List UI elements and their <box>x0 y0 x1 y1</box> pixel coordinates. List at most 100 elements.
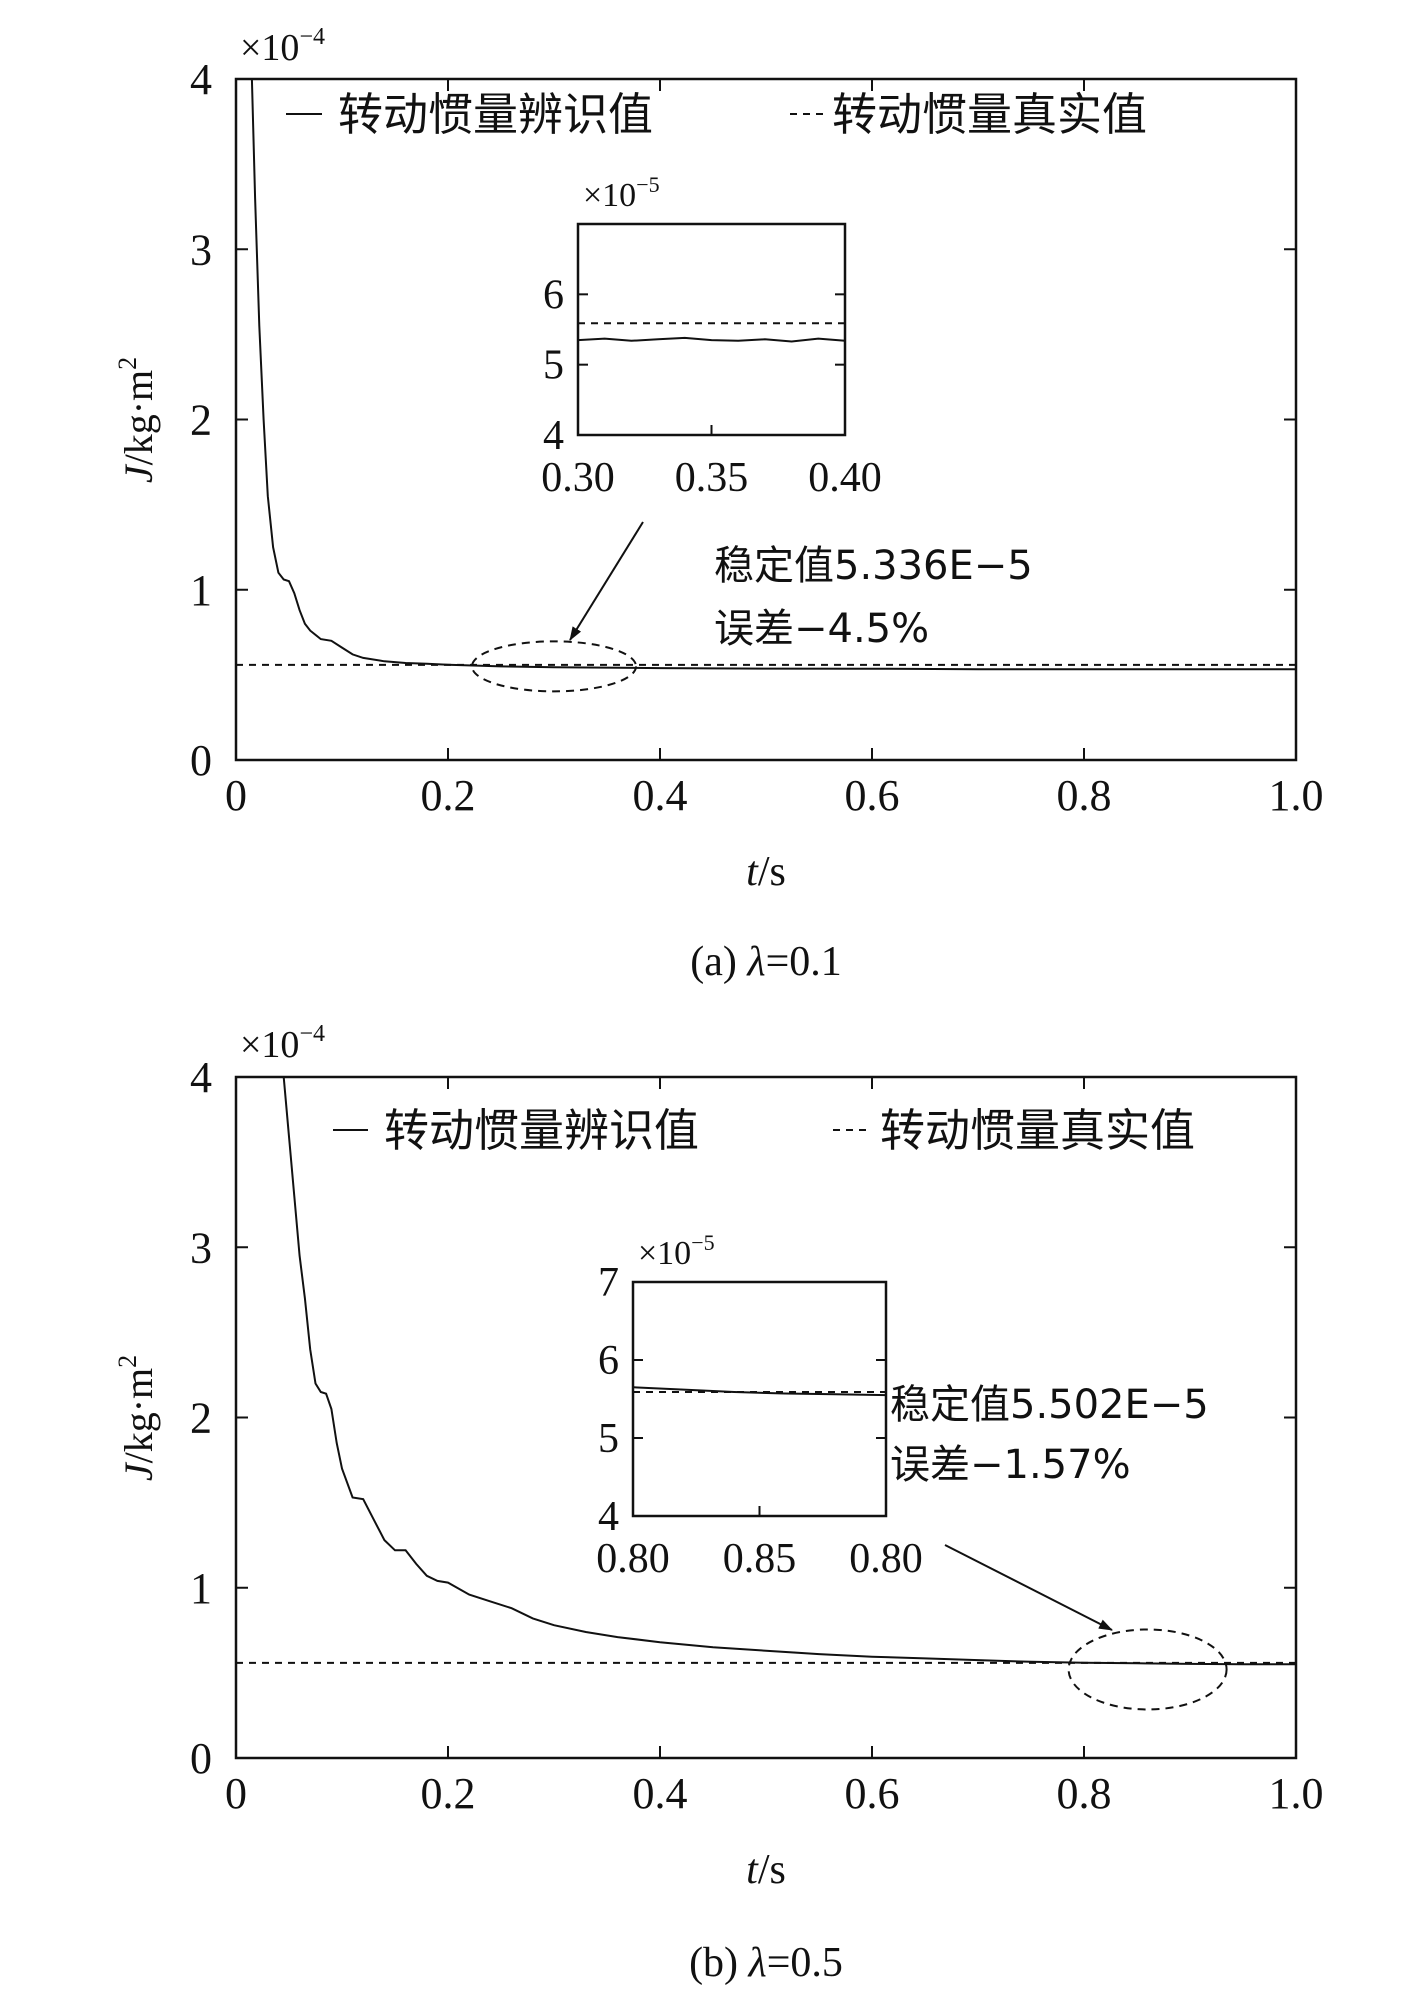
legend: 转动惯量辨识值 转动惯量真实值 <box>333 1104 1195 1157</box>
inset-x-tick-label: 0.80 <box>849 1536 923 1582</box>
inset-multiplier-exponent: −5 <box>691 1230 714 1255</box>
inset-y-tick-label: 4 <box>598 1494 619 1540</box>
y-tick-group: 0 1 2 3 4 <box>190 1053 1296 1783</box>
zoom-region-ellipse <box>1067 1628 1228 1711</box>
inset-frame <box>576 222 847 437</box>
inset-y-tick-label: 4 <box>543 413 564 459</box>
y-tick-label: 4 <box>190 1053 212 1102</box>
x-tick-label: 0.6 <box>845 1769 900 1818</box>
y-axis-unit: /kg·m <box>116 1368 161 1464</box>
inset-x-tick-label: 0.80 <box>596 1536 670 1582</box>
x-tick-label: 0 <box>225 1769 247 1818</box>
x-tick-label: 0.2 <box>421 771 476 820</box>
inset-x-tick-label: 0.30 <box>541 455 615 501</box>
y-multiplier-base: ×10 <box>240 27 299 69</box>
x-axis-unit: /s <box>758 1847 786 1893</box>
x-tick-label: 1.0 <box>1269 771 1324 820</box>
inset-series-group <box>632 1386 887 1397</box>
y-tick-label: 1 <box>190 1564 212 1613</box>
inset-multiplier-base: ×10 <box>583 177 636 214</box>
plot-area: 0 0.2 0.4 0.6 0.8 1.0 0 1 2 3 4 <box>190 55 1324 820</box>
series-group <box>236 1076 1297 1666</box>
inset-multiplier: ×10−5 <box>638 1230 715 1272</box>
x-tick-label: 0.2 <box>421 1769 476 1818</box>
caption-lambda: λ <box>745 939 765 985</box>
y-multiplier: ×10−4 <box>240 24 325 69</box>
x-tick-group: 0 0.2 0.4 0.6 0.8 1.0 <box>225 1077 1324 1818</box>
annotation-stable-value: 稳定值5.502E−5 <box>890 1382 1209 1428</box>
y-tick-label: 3 <box>190 225 212 274</box>
inset-x-tick-group: 0.80 0.85 0.80 <box>596 1506 923 1582</box>
x-tick-label: 0.4 <box>633 1769 688 1818</box>
plot-area: 0 0.2 0.4 0.6 0.8 1.0 0 1 2 3 4 <box>190 1053 1324 1818</box>
inset-identified-value-line <box>577 336 846 343</box>
caption-prefix: (a) <box>690 939 747 985</box>
inset-multiplier-base: ×10 <box>638 1235 691 1272</box>
legend-label-true: 转动惯量真实值 <box>880 1104 1195 1157</box>
y-axis-unit-exponent: 2 <box>113 1355 142 1368</box>
inset-y-tick-label: 6 <box>543 272 564 318</box>
zoom-region-ellipse <box>471 640 637 693</box>
series-identified-value-line <box>282 1076 1297 1666</box>
x-tick-label: 0.6 <box>845 771 900 820</box>
inset-y-tick-label: 5 <box>543 343 564 389</box>
x-tick-label: 0 <box>225 771 247 820</box>
inset-x-tick-group: 0.30 0.35 0.40 <box>541 425 882 501</box>
legend: 转动惯量辨识值 转动惯量真实值 <box>286 88 1147 141</box>
y-axis-unit-exponent: 2 <box>113 357 142 370</box>
inset-y-tick-label: 5 <box>598 1416 619 1462</box>
panel-caption: (a) λ=0.1 <box>690 939 842 985</box>
caption-value: =0.1 <box>766 939 842 985</box>
x-axis-label: t/s <box>746 849 786 895</box>
y-multiplier-exponent: −4 <box>299 1021 325 1047</box>
y-tick-label: 3 <box>190 1223 212 1272</box>
legend-label-true: 转动惯量真实值 <box>832 88 1147 141</box>
zoom-arrow <box>944 1544 1113 1631</box>
y-axis-unit: /kg·m <box>116 370 161 466</box>
y-axis-variable: J <box>116 463 161 483</box>
x-axis-variable: t <box>746 1847 759 1893</box>
x-tick-label: 0.4 <box>633 771 688 820</box>
inset-multiplier-exponent: −5 <box>636 172 659 197</box>
x-tick-label: 0.8 <box>1057 771 1112 820</box>
inset-identified-value-line <box>632 1386 887 1397</box>
annotation-stable-value: 稳定值5.336E−5 <box>714 543 1033 589</box>
caption-value: =0.5 <box>767 1940 843 1986</box>
y-tick-label: 2 <box>190 396 212 445</box>
caption-lambda: λ <box>747 1940 767 1986</box>
zoom-arrow <box>569 521 644 641</box>
y-tick-label: 4 <box>190 55 212 104</box>
y-axis-variable: J <box>116 1461 161 1481</box>
legend-label-identified: 转动惯量辨识值 <box>338 88 653 141</box>
annotation-error: 误差−4.5% <box>714 606 929 652</box>
y-multiplier-base: ×10 <box>240 1024 299 1066</box>
y-tick-label: 0 <box>190 1734 212 1783</box>
y-tick-label: 2 <box>190 1394 212 1443</box>
caption-prefix: (b) <box>689 1940 748 1986</box>
series-identified-value-line <box>250 78 1296 671</box>
x-tick-label: 1.0 <box>1269 1769 1324 1818</box>
y-axis-label: J/kg·m2 <box>113 357 161 483</box>
series-group <box>236 78 1296 671</box>
y-multiplier: ×10−4 <box>240 1021 325 1066</box>
y-axis-label: J/kg·m2 <box>113 1355 161 1481</box>
inset-x-tick-label: 0.40 <box>808 455 882 501</box>
x-axis-variable: t <box>746 849 759 895</box>
x-axis-unit: /s <box>758 849 786 895</box>
inset-y-tick-group: 4 5 6 7 <box>598 1260 886 1540</box>
y-tick-group: 0 1 2 3 4 <box>190 55 1296 785</box>
inset-y-tick-label: 6 <box>598 1338 619 1384</box>
inset-y-tick-group: 4 5 6 <box>543 272 845 459</box>
inset-series-group <box>577 322 846 343</box>
legend-label-identified: 转动惯量辨识值 <box>384 1104 699 1157</box>
inset-multiplier: ×10−5 <box>583 172 660 214</box>
y-tick-label: 1 <box>190 566 212 615</box>
x-tick-label: 0.8 <box>1057 1769 1112 1818</box>
inset-y-tick-label: 7 <box>598 1260 619 1306</box>
panel-caption: (b) λ=0.5 <box>689 1940 843 1986</box>
x-tick-group: 0 0.2 0.4 0.6 0.8 1.0 <box>225 79 1324 820</box>
